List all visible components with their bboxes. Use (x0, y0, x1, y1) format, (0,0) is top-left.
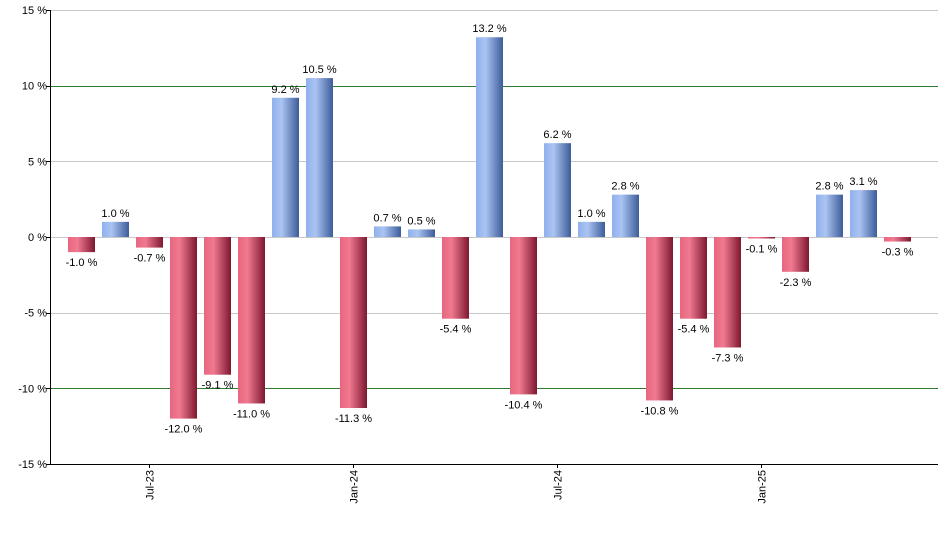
bar (136, 237, 163, 248)
x-tick-label: Jul-23 (145, 470, 157, 500)
y-tick-label: 0 % (28, 232, 47, 244)
bar-value-label: -0.3 % (882, 247, 914, 259)
y-tick-label: 15 % (22, 5, 47, 17)
bar (816, 194, 843, 237)
bar-value-label: 6.2 % (543, 129, 571, 141)
bar (68, 237, 95, 253)
bar-value-label: -5.4 % (678, 324, 710, 336)
bar (544, 143, 571, 237)
bar (306, 78, 333, 237)
axes: 15 % 10 % 5 % 0 % -5 % -10 % -15 % Jul-23 Jan-24… (18, 5, 938, 504)
bar (340, 237, 367, 409)
bar-value-label: 3.1 % (849, 176, 877, 188)
bar-value-label: -0.7 % (134, 253, 166, 265)
y-tick-label: 5 % (28, 156, 47, 168)
bar-value-label: 0.7 % (373, 212, 401, 224)
bar (408, 229, 435, 237)
y-tick-label: 10 % (22, 81, 47, 93)
bar (714, 237, 741, 348)
bar-value-label: 13.2 % (472, 23, 506, 35)
bar-value-label: -11.3 % (335, 413, 372, 425)
bar-value-label: -7.3 % (712, 352, 744, 364)
bar (782, 237, 809, 272)
bar (238, 237, 265, 404)
bar (748, 237, 775, 239)
bar (850, 190, 877, 237)
bar-value-label: -10.4 % (505, 399, 543, 411)
bar-value-label: -2.3 % (780, 277, 812, 289)
y-tick-label: -5 % (24, 308, 47, 320)
bar-value-label: -5.4 % (440, 324, 472, 336)
bar (612, 194, 639, 237)
y-tick-label: -10 % (18, 383, 47, 395)
bar-value-label: 2.8 % (815, 181, 843, 193)
bar-value-label: -9.1 % (202, 380, 234, 392)
bar (680, 237, 707, 319)
bar-value-label: 1.0 % (577, 208, 605, 220)
bar-value-label: -0.1 % (746, 244, 778, 256)
bar-value-label: 10.5 % (302, 64, 336, 76)
bar (646, 237, 673, 401)
x-tick-label: Jan-24 (349, 470, 361, 504)
bar-value-label: -10.8 % (641, 405, 679, 417)
bar (102, 221, 129, 237)
bar (374, 226, 401, 237)
bar-value-label: -11.0 % (233, 408, 270, 420)
bar (884, 237, 911, 242)
bar (170, 237, 197, 419)
bar (442, 237, 469, 319)
bar (578, 221, 605, 237)
bars (68, 37, 911, 419)
y-tick-label: -15 % (18, 459, 47, 471)
x-tick-label: Jul-24 (553, 470, 565, 500)
bar (510, 237, 537, 395)
bar-value-label: -12.0 % (165, 424, 203, 436)
bar-value-label: 9.2 % (271, 84, 299, 96)
bar-value-label: 0.5 % (407, 215, 435, 227)
bar (272, 97, 299, 237)
bar (204, 237, 231, 375)
bar-value-label: 2.8 % (611, 181, 639, 193)
bar (476, 37, 503, 237)
x-tick-label: Jan-25 (757, 470, 769, 504)
bar-value-label: 1.0 % (101, 208, 129, 220)
data-labels: -1.0 % 1.0 % -0.7 % -12.0 % -9.1 % -11.0 % 9.2… (66, 23, 914, 435)
bar-value-label: -1.0 % (66, 257, 98, 269)
